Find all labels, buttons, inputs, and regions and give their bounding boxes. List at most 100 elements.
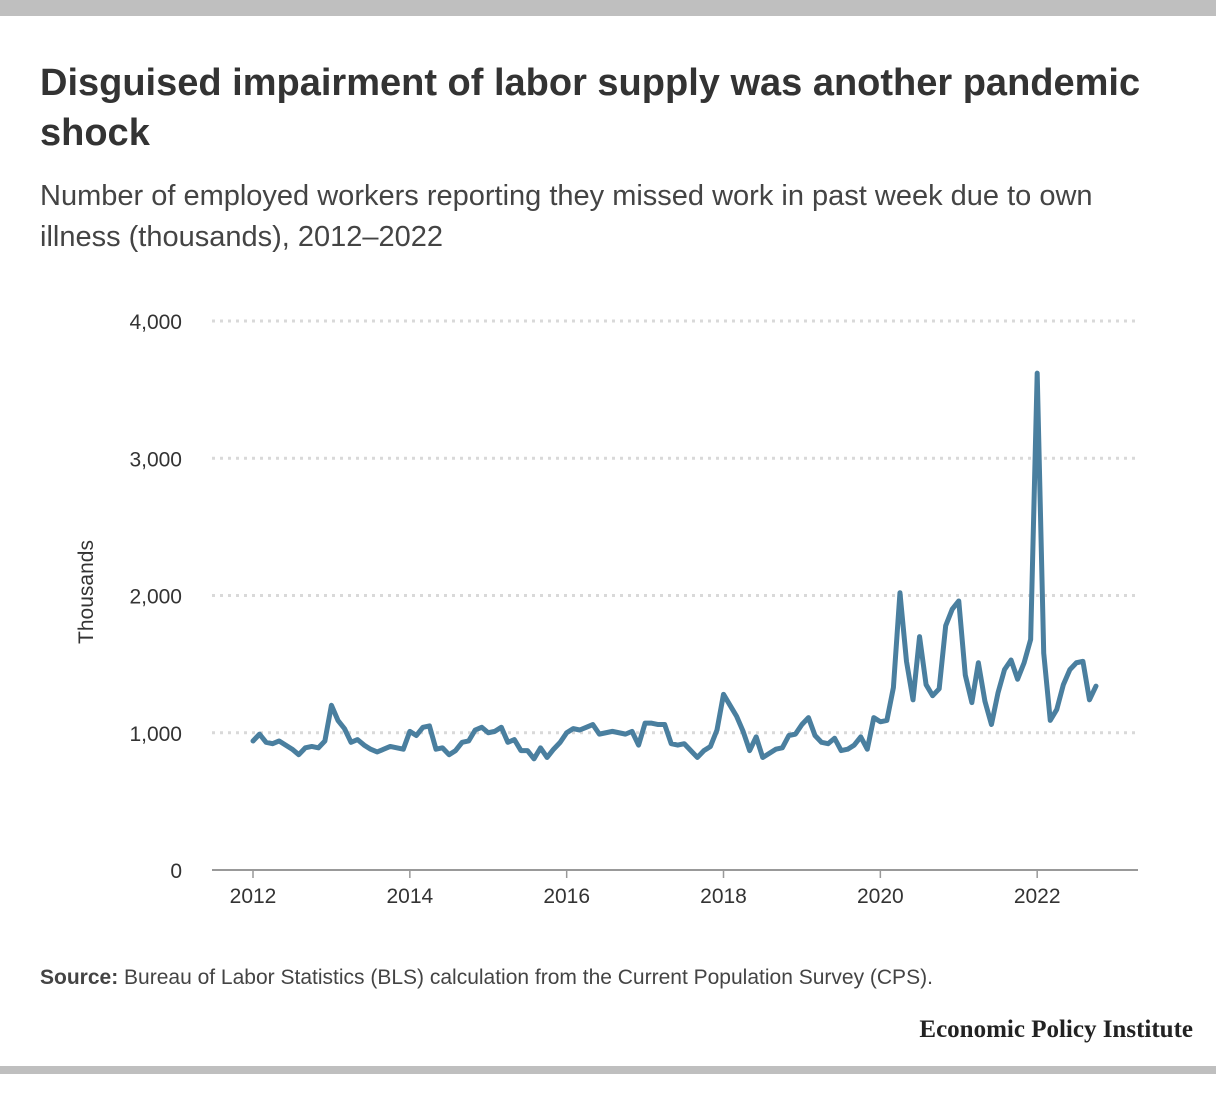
data-point [539, 746, 543, 750]
data-point [369, 747, 373, 751]
data-point [421, 725, 425, 729]
data-point [336, 718, 340, 722]
data-point [610, 729, 614, 733]
x-tick-label: 2022 [1014, 885, 1061, 908]
data-point [708, 744, 712, 748]
data-point [937, 687, 941, 691]
data-point [695, 755, 699, 759]
axes: 0 1,000 2,000 3,000 4,000 2012 2014 2016 2018 202… [129, 311, 1138, 908]
data-point [395, 746, 399, 750]
data-point [1068, 668, 1072, 672]
data-point [976, 661, 980, 665]
data-point [329, 703, 333, 707]
data-point [891, 685, 895, 689]
data-point [362, 743, 366, 747]
data-point [375, 750, 379, 754]
publisher-logo: Economic Policy Institute [919, 1016, 1193, 1043]
chart-subtitle: Number of employed workers reporting the… [40, 180, 1093, 253]
data-point [532, 757, 536, 761]
data-point [767, 751, 771, 755]
data-point [623, 732, 627, 736]
data-point [525, 749, 529, 753]
x-tick-label: 2020 [857, 885, 904, 908]
data-point [963, 673, 967, 677]
data-point [388, 744, 392, 748]
data-point [290, 747, 294, 751]
data-point [898, 591, 902, 595]
data-point [656, 723, 660, 727]
data-point [258, 732, 262, 736]
data-point [676, 743, 680, 747]
x-tick-label: 2018 [700, 885, 747, 908]
data-point [310, 744, 314, 748]
data-point [1061, 683, 1065, 687]
data-point [447, 753, 451, 757]
data-point [663, 723, 667, 727]
data-point [454, 749, 458, 753]
data-point [722, 692, 726, 696]
data-point [303, 746, 307, 750]
data-point [519, 749, 523, 753]
data-point [604, 731, 608, 735]
data-point [865, 747, 869, 751]
y-tick-label: 2,000 [129, 586, 182, 609]
data-point [957, 599, 961, 603]
data-point [316, 746, 320, 750]
y-axis-label: Thousands [75, 540, 98, 644]
gridlines [212, 319, 1138, 735]
data-point [806, 716, 810, 720]
data-point [460, 740, 464, 744]
data-point [512, 738, 516, 742]
data-point [434, 747, 438, 751]
data-point [800, 723, 804, 727]
data-point [741, 729, 745, 733]
data-point [558, 740, 562, 744]
x-tick-label: 2016 [543, 885, 590, 908]
data-point [1016, 677, 1020, 681]
data-point [493, 729, 497, 733]
data-point [852, 743, 856, 747]
data-point [839, 749, 843, 753]
data-point [650, 721, 654, 725]
chart-title: Disguised impairment of labor supply was… [40, 62, 1141, 154]
data-point [486, 731, 490, 735]
data-point [571, 727, 575, 731]
data-point [297, 753, 301, 757]
data-point [983, 699, 987, 703]
y-tick-label: 0 [170, 860, 182, 883]
data-point [480, 725, 484, 729]
data-point [715, 728, 719, 732]
data-point [826, 742, 830, 746]
source-label: Source: [40, 966, 119, 989]
data-point [780, 746, 784, 750]
data-point [1003, 668, 1007, 672]
data-point [342, 727, 346, 731]
data-point [970, 701, 974, 705]
data-point [637, 743, 641, 747]
data-point [284, 743, 288, 747]
data-point [728, 703, 732, 707]
data-point [918, 635, 922, 639]
data-point [1094, 684, 1098, 688]
data-point [408, 729, 412, 733]
data-point [682, 742, 686, 746]
data-point [578, 728, 582, 732]
data-point [1022, 661, 1026, 665]
y-tick-label: 3,000 [129, 448, 182, 471]
data-point [689, 749, 693, 753]
data-point [878, 720, 882, 724]
data-point [761, 755, 765, 759]
data-point [323, 739, 327, 743]
data-point [1087, 698, 1091, 702]
data-point [735, 714, 739, 718]
data-point [702, 749, 706, 753]
data-point [1035, 371, 1039, 375]
data-point [499, 725, 503, 729]
data-point [552, 747, 556, 751]
data-point [427, 724, 431, 728]
top-border [0, 0, 1216, 16]
line-chart: 0 1,000 2,000 3,000 4,000 2012 2014 2016 2018 202… [75, 311, 1138, 908]
data-point [754, 735, 758, 739]
data-point [950, 607, 954, 611]
data-point [787, 734, 791, 738]
